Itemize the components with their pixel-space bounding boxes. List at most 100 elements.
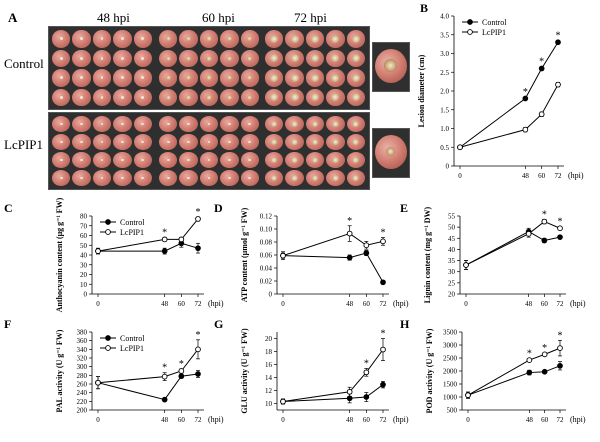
apple-group-control-60 <box>159 30 259 106</box>
legend-marker <box>467 19 473 25</box>
y-tick-label: 2.5 <box>440 69 449 77</box>
x-tick-label: 72 <box>380 416 388 424</box>
legend-marker <box>105 229 111 235</box>
data-point <box>363 250 370 256</box>
data-point <box>465 392 471 399</box>
data-point <box>457 144 463 151</box>
chart-e: E 20 25 30 35 40 45 50 55 0 48 60 72 (hpi) Lignin cont… <box>400 201 586 308</box>
series-line-1 <box>97 218 199 252</box>
panel-letter: C <box>4 201 13 215</box>
legend-label: Control <box>120 334 145 343</box>
x-tick-label: 72 <box>195 416 203 424</box>
y-tick-label: 45 <box>448 235 456 243</box>
y-tick-label: 340 <box>77 346 88 354</box>
y-tick-label: 260 <box>77 381 88 389</box>
chart-b: B 0 0.5 1.0 1.5 2.0 2.5 3.0 3.5 4.0 0 48 60 72 (hpi) Le… <box>417 1 584 180</box>
legend-label: LcPIP1 <box>482 28 506 37</box>
x-tick-label: 0 <box>466 416 470 424</box>
x-tick-label: 72 <box>380 300 388 308</box>
y-tick-label: 3.0 <box>440 50 449 58</box>
y-tick-label: 20 <box>80 271 88 279</box>
significance-asterisk: * <box>381 227 386 238</box>
legend-label: LcPIP1 <box>120 344 144 353</box>
y-tick-label: 1500 <box>443 381 458 389</box>
legend-marker <box>105 345 111 351</box>
data-point <box>557 225 563 232</box>
y-tick-label: 40 <box>80 252 88 260</box>
significance-asterisk: * <box>364 358 369 369</box>
panel-letter: G <box>214 317 223 331</box>
data-point <box>195 216 201 222</box>
row-label-control: Control <box>4 56 44 71</box>
x-unit-label: (hpi) <box>208 415 224 424</box>
significance-asterisk: * <box>196 330 201 341</box>
series-line-0 <box>282 252 384 283</box>
row-label-lcpip1: LcPIP1 <box>4 137 43 152</box>
x-tick-label: 0 <box>281 416 285 424</box>
series-line-1 <box>282 232 384 257</box>
y-tick-label: 50 <box>448 224 456 232</box>
y-axis-label: Lignin content (mg g⁻¹ DW) <box>423 206 432 303</box>
significance-asterisk: * <box>542 343 547 354</box>
data-point <box>346 230 353 237</box>
data-point <box>538 65 545 72</box>
data-point <box>161 236 168 243</box>
y-tick-label: 0.08 <box>260 239 273 247</box>
data-point <box>380 238 386 245</box>
y-tick-label: 4.0 <box>440 13 449 21</box>
panel-letter: F <box>4 317 11 331</box>
y-tick-label: 10 <box>265 400 273 408</box>
data-point <box>555 81 561 88</box>
series-line-0 <box>98 242 199 252</box>
data-point <box>555 39 561 46</box>
y-tick-label: 1.5 <box>440 106 449 114</box>
data-point <box>557 234 563 241</box>
y-tick-label: 25 <box>448 279 456 287</box>
y-tick-label: 300 <box>77 363 88 371</box>
y-tick-label: 2000 <box>443 368 458 376</box>
x-unit-label: (hpi) <box>208 299 224 308</box>
data-point <box>161 373 168 380</box>
x-tick-label: 48 <box>346 300 354 308</box>
legend-label: Control <box>120 218 145 227</box>
panel-letter: E <box>400 201 408 215</box>
y-tick-label: 14 <box>265 374 273 382</box>
x-tick-label: 0 <box>96 300 100 308</box>
x-tick-label: 0 <box>458 172 462 180</box>
y-tick-label: 20 <box>265 335 273 343</box>
data-point <box>463 262 469 268</box>
y-tick-label: 0.02 <box>260 278 273 286</box>
chart-h: H 500 1000 1500 2000 2500 3000 3500 0 48 60 72 (hpi)… <box>400 317 586 424</box>
significance-asterisk: * <box>558 330 563 341</box>
data-point <box>178 373 185 380</box>
x-tick-label: 48 <box>525 300 533 308</box>
significance-asterisk: * <box>347 216 352 227</box>
y-tick-label: 40 <box>448 246 456 254</box>
y-tick-label: 0 <box>269 291 273 299</box>
data-point <box>557 362 563 369</box>
y-tick-label: 12 <box>265 387 273 395</box>
significance-asterisk: * <box>196 207 201 218</box>
significance-asterisk: * <box>527 349 532 360</box>
y-tick-label: 55 <box>448 213 456 221</box>
y-tick-label: 30 <box>448 268 456 276</box>
y-tick-label: 80 <box>80 213 88 221</box>
data-point <box>522 126 529 133</box>
x-tick-label: 72 <box>195 300 203 308</box>
x-tick-label: 0 <box>281 300 285 308</box>
y-tick-label: 380 <box>77 329 88 337</box>
data-point <box>541 237 548 244</box>
time-label-72: 72 hpi <box>294 10 327 25</box>
data-point <box>522 95 529 102</box>
series-line-0 <box>97 373 199 401</box>
y-tick-label: 0 <box>84 291 88 299</box>
y-tick-label: 16 <box>265 361 273 369</box>
x-tick-label: 60 <box>541 300 549 308</box>
series-line-0 <box>465 231 561 266</box>
data-point <box>525 230 532 237</box>
data-point <box>380 381 386 388</box>
y-tick-label: 3500 <box>443 329 458 337</box>
apple-group-lcpip1-72 <box>265 116 365 186</box>
y-tick-label: 320 <box>77 355 88 363</box>
